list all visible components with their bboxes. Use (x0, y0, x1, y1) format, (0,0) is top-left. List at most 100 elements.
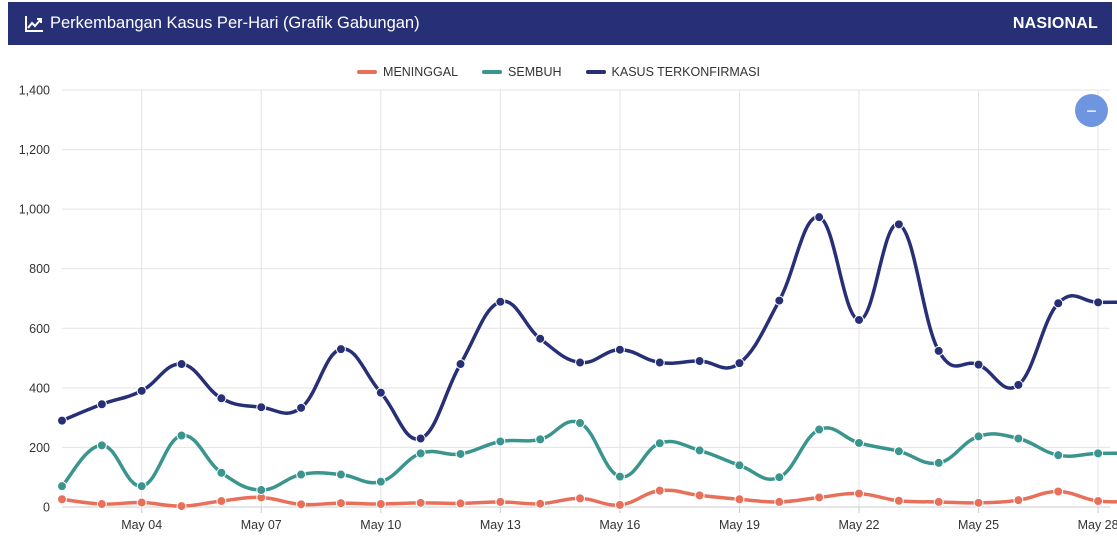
zoom-out-button[interactable]: − (1075, 94, 1108, 127)
data-point-meninggal[interactable] (136, 497, 147, 508)
data-point-meninggal[interactable] (495, 496, 506, 507)
data-point-meninggal[interactable] (614, 499, 625, 510)
data-point-meninggal[interactable] (335, 498, 346, 509)
data-point-kasus-terkonfirmasi[interactable] (176, 359, 187, 370)
data-point-sembuh[interactable] (854, 437, 864, 448)
data-point-kasus-terkonfirmasi[interactable] (973, 359, 984, 370)
data-point-meninggal[interactable] (176, 501, 187, 512)
data-point-sembuh[interactable] (654, 438, 665, 449)
data-point-kasus-terkonfirmasi[interactable] (495, 296, 506, 307)
data-point-kasus-terkonfirmasi[interactable] (535, 333, 546, 344)
data-point-meninggal[interactable] (734, 494, 745, 505)
data-point-sembuh[interactable] (535, 434, 546, 445)
data-point-kasus-terkonfirmasi[interactable] (1053, 298, 1064, 309)
data-point-sembuh[interactable] (1093, 448, 1104, 459)
data-point-kasus-terkonfirmasi[interactable] (96, 399, 107, 410)
data-point-sembuh[interactable] (893, 446, 904, 457)
data-point-sembuh[interactable] (296, 469, 307, 480)
data-point-sembuh[interactable] (614, 471, 625, 482)
legend-item[interactable]: KASUS TERKONFIRMASI (585, 65, 760, 79)
data-point-meninggal[interactable] (296, 499, 307, 510)
y-tick-label: 0 (43, 501, 50, 515)
minus-icon: − (1086, 100, 1097, 121)
series-meninggal (57, 485, 1117, 512)
y-tick-label: 1,400 (19, 84, 50, 98)
data-point-meninggal[interactable] (535, 498, 546, 509)
data-point-kasus-terkonfirmasi[interactable] (136, 385, 147, 396)
data-point-kasus-terkonfirmasi[interactable] (415, 433, 426, 444)
data-point-sembuh[interactable] (176, 430, 187, 441)
data-point-sembuh[interactable] (96, 440, 107, 451)
data-point-kasus-terkonfirmasi[interactable] (933, 345, 944, 356)
y-tick-label: 200 (29, 441, 50, 455)
y-tick-label: 600 (29, 322, 50, 336)
data-point-kasus-terkonfirmasi[interactable] (1013, 379, 1024, 390)
series-line-sembuh (60, 419, 1117, 492)
data-point-kasus-terkonfirmasi[interactable] (296, 402, 307, 413)
legend-item[interactable]: MENINGGAL (357, 65, 458, 79)
data-point-kasus-terkonfirmasi[interactable] (654, 357, 665, 368)
data-point-meninggal[interactable] (575, 493, 586, 504)
data-point-sembuh[interactable] (415, 448, 426, 459)
data-point-sembuh[interactable] (1053, 450, 1064, 461)
data-point-meninggal[interactable] (774, 496, 785, 507)
data-point-sembuh[interactable] (973, 431, 984, 442)
data-point-kasus-terkonfirmasi[interactable] (734, 358, 745, 369)
data-point-meninggal[interactable] (415, 497, 426, 508)
data-point-sembuh[interactable] (575, 418, 586, 429)
data-point-kasus-terkonfirmasi[interactable] (893, 219, 904, 230)
data-point-meninggal[interactable] (96, 499, 107, 510)
data-point-kasus-terkonfirmasi[interactable] (1093, 297, 1104, 308)
data-point-kasus-terkonfirmasi[interactable] (375, 387, 386, 398)
x-tick-label: May 25 (958, 518, 999, 532)
data-point-kasus-terkonfirmasi[interactable] (256, 402, 267, 413)
data-point-kasus-terkonfirmasi[interactable] (335, 344, 346, 355)
data-point-meninggal[interactable] (1053, 486, 1064, 497)
data-point-sembuh[interactable] (1013, 433, 1024, 444)
data-point-sembuh[interactable] (694, 445, 705, 456)
x-tick-label: May 16 (599, 518, 640, 532)
data-point-sembuh[interactable] (375, 476, 386, 487)
y-tick-label: 1,200 (19, 143, 50, 157)
data-point-kasus-terkonfirmasi[interactable] (774, 295, 785, 306)
data-point-sembuh[interactable] (57, 481, 67, 492)
data-point-kasus-terkonfirmasi[interactable] (455, 359, 466, 370)
region-label: NASIONAL (1012, 14, 1098, 32)
data-point-meninggal[interactable] (375, 499, 386, 510)
data-point-meninggal[interactable] (1013, 495, 1024, 506)
data-point-kasus-terkonfirmasi[interactable] (575, 357, 586, 368)
data-point-meninggal[interactable] (814, 492, 825, 503)
data-point-meninggal[interactable] (455, 498, 466, 509)
data-point-kasus-terkonfirmasi[interactable] (614, 344, 625, 355)
data-point-sembuh[interactable] (136, 481, 147, 492)
legend-item[interactable]: SEMBUH (482, 65, 562, 79)
data-point-meninggal[interactable] (694, 490, 705, 501)
data-point-sembuh[interactable] (216, 467, 227, 478)
data-point-meninggal[interactable] (973, 497, 984, 508)
data-point-kasus-terkonfirmasi[interactable] (216, 393, 227, 404)
data-point-meninggal[interactable] (57, 494, 67, 505)
data-point-sembuh[interactable] (933, 457, 944, 468)
data-point-sembuh[interactable] (814, 424, 825, 435)
data-point-sembuh[interactable] (335, 469, 346, 480)
data-point-kasus-terkonfirmasi[interactable] (694, 356, 705, 367)
x-tick-label: May 22 (839, 518, 880, 532)
data-point-sembuh[interactable] (495, 436, 506, 447)
series-line-meninggal (60, 488, 1117, 508)
data-point-sembuh[interactable] (455, 448, 466, 459)
y-tick-label: 400 (29, 381, 50, 395)
data-point-meninggal[interactable] (933, 496, 944, 507)
x-tick-label: May 07 (241, 518, 282, 532)
chart-header: Perkembangan Kasus Per-Hari (Grafik Gabu… (8, 2, 1112, 45)
data-point-kasus-terkonfirmasi[interactable] (814, 212, 825, 223)
data-point-meninggal[interactable] (654, 485, 665, 496)
data-point-kasus-terkonfirmasi[interactable] (854, 314, 864, 325)
data-point-meninggal[interactable] (893, 495, 904, 506)
data-point-sembuh[interactable] (256, 485, 267, 496)
data-point-sembuh[interactable] (774, 472, 785, 483)
data-point-kasus-terkonfirmasi[interactable] (57, 415, 67, 426)
data-point-meninggal[interactable] (854, 488, 864, 499)
data-point-sembuh[interactable] (734, 460, 745, 471)
data-point-meninggal[interactable] (1093, 496, 1104, 507)
data-point-meninggal[interactable] (216, 496, 227, 507)
